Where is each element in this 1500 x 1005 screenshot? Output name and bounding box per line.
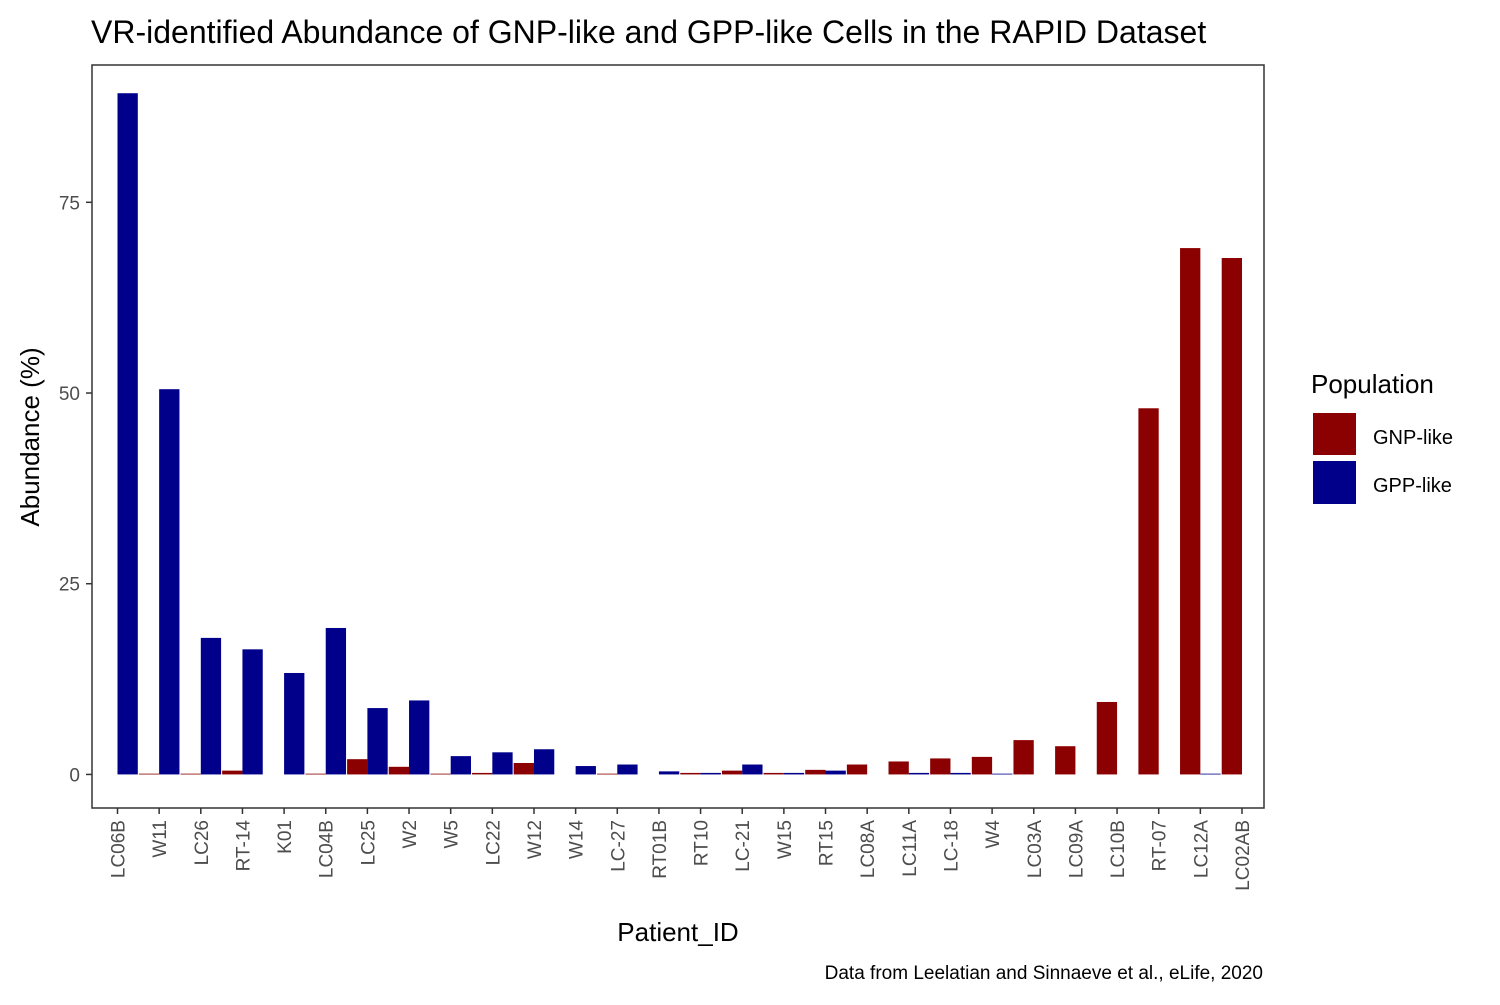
bar-gnp-like-rt-07: [1138, 408, 1159, 775]
bar-gnp-like-rt15: [805, 769, 826, 775]
caption: Data from Leelatian and Sinnaeve et al.,…: [825, 963, 1263, 984]
x-tick-label: RT-07: [1150, 820, 1171, 871]
plot-panel-border: [91, 64, 1265, 809]
bar-gpp-like-lc25: [367, 708, 388, 775]
bar-gnp-like-w11: [138, 773, 160, 775]
x-tick-label: LC09A: [1066, 820, 1087, 878]
bar-gnp-like-lc03a: [1013, 740, 1034, 775]
bar-gpp-like-w4: [992, 773, 1013, 775]
x-tick-label: LC-27: [608, 820, 629, 872]
bar-gpp-like-lc26: [200, 637, 222, 775]
bar-gnp-like-w4: [971, 756, 993, 775]
bar-gnp-like-lc12a: [1180, 248, 1201, 775]
bar-gpp-like-lc-18: [950, 772, 971, 775]
x-tick-label: LC12A: [1191, 820, 1212, 878]
x-tick-label: W2: [400, 820, 421, 849]
bar-gpp-like-lc04b: [325, 627, 347, 775]
bar-gnp-like-lc11a: [888, 761, 909, 775]
y-axis: 0 25 50 75: [59, 193, 92, 786]
bar-gnp-like-lc-18: [930, 758, 951, 775]
bar-gpp-like-k01: [284, 672, 305, 775]
legend: Population GNP-like GPP-like: [1311, 369, 1453, 504]
bar-gnp-like-lc08a: [846, 764, 868, 775]
x-tick-label: W15: [775, 820, 796, 859]
bar-gpp-like-lc11a: [908, 772, 930, 775]
x-axis: LC06B W11 LC26 RT-14 K01 LC04B LC25 W2 W5 LC22 W12…: [109, 808, 1254, 891]
bar-gnp-like-w12: [513, 762, 534, 775]
x-tick-label: LC02AB: [1233, 820, 1254, 891]
bar-gnp-like-lc04b: [305, 773, 326, 775]
x-tick-label: LC26: [192, 820, 213, 865]
legend-label-gnp-like: GNP-like: [1373, 427, 1453, 449]
bar-gpp-like-lc12a: [1200, 773, 1221, 775]
x-tick-label: RT-14: [233, 820, 254, 872]
y-axis-title: Abundance (%): [15, 347, 45, 526]
bar-gpp-like-w12: [533, 749, 555, 775]
x-tick-label: LC-21: [733, 820, 754, 872]
bar-gnp-like-lc25: [347, 759, 368, 775]
bar-gnp-like-lc-21: [721, 770, 743, 775]
bar-gnp-like-lc02ab: [1221, 258, 1242, 775]
x-tick-label: K01: [275, 820, 296, 854]
bar-gpp-like-lc-27: [617, 764, 638, 775]
x-tick-label: LC22: [483, 820, 504, 865]
bar-gnp-like-w15: [763, 772, 784, 775]
x-tick-label: RT10: [692, 820, 713, 866]
x-tick-label: LC06B: [109, 820, 130, 878]
x-tick-label: LC04B: [317, 820, 338, 878]
bar-gpp-like-rt01b: [658, 771, 680, 775]
x-tick-label: W14: [567, 820, 588, 860]
bar-gpp-like-rt10: [700, 772, 721, 775]
bar-gnp-like-lc09a: [1055, 746, 1076, 775]
x-tick-label: LC25: [358, 820, 379, 865]
bar-gpp-like-w2: [409, 700, 430, 775]
bar-gnp-like-w2: [388, 766, 410, 775]
y-tick-label: 25: [59, 575, 80, 596]
chart-title: VR-identified Abundance of GNP-like and …: [91, 14, 1206, 50]
x-tick-label: RT01B: [650, 820, 671, 879]
bar-gpp-like-w5: [450, 756, 471, 775]
bars-layer: [117, 93, 1242, 775]
legend-key-gpp-like: [1313, 461, 1356, 504]
bar-gpp-like-w14: [575, 766, 596, 775]
x-tick-label: W11: [150, 820, 171, 858]
x-tick-label: LC08A: [858, 820, 879, 878]
bar-gpp-like-w15: [783, 772, 805, 775]
x-axis-title: Patient_ID: [617, 917, 738, 947]
bar-gpp-like-lc-21: [742, 764, 763, 775]
bar-gpp-like-rt15: [825, 770, 846, 775]
x-tick-label: W12: [525, 820, 546, 859]
bar-gnp-like-lc-27: [596, 773, 618, 775]
x-tick-label: RT15: [817, 820, 838, 866]
bar-gnp-like-lc10b: [1096, 701, 1118, 775]
bar-gpp-like-lc06b: [117, 93, 138, 775]
y-tick-label: 0: [69, 765, 80, 786]
x-tick-label: W4: [983, 820, 1004, 849]
bar-gpp-like-rt-14: [242, 649, 263, 775]
x-tick-label: LC10B: [1108, 820, 1129, 878]
bar-gnp-like-lc26: [180, 773, 201, 775]
bar-gnp-like-lc22: [472, 772, 493, 775]
bar-gpp-like-lc22: [492, 752, 513, 775]
x-tick-label: W5: [442, 820, 463, 849]
x-tick-label: LC11A: [900, 820, 921, 877]
bar-gnp-like-w5: [430, 773, 451, 775]
legend-title: Population: [1311, 369, 1434, 399]
legend-key-gnp-like: [1313, 413, 1356, 455]
legend-label-gpp-like: GPP-like: [1373, 475, 1452, 497]
bar-gnp-like-rt-14: [222, 770, 243, 775]
y-tick-label: 50: [59, 384, 80, 405]
bar-gnp-like-rt10: [680, 772, 701, 775]
x-tick-label: LC03A: [1025, 820, 1046, 878]
y-tick-label: 75: [59, 193, 80, 214]
bar-gpp-like-w11: [159, 389, 180, 775]
x-tick-label: LC-18: [941, 820, 962, 872]
